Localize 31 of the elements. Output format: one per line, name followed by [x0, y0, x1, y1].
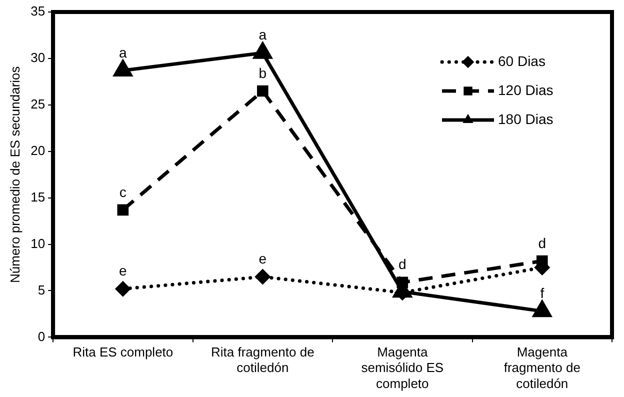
y-tick-label: 30 — [30, 50, 46, 66]
y-tick-label: 0 — [38, 328, 46, 344]
y-tick-label: 25 — [30, 96, 46, 112]
annotation: e — [258, 250, 267, 267]
x-tick-label: Magenta semisólido ES completo — [361, 344, 444, 391]
point — [114, 280, 131, 297]
point — [112, 58, 134, 77]
point — [252, 40, 274, 59]
point — [117, 204, 129, 216]
annotation: d — [538, 234, 546, 251]
annotation: e — [119, 262, 128, 279]
x-tick-label: Rita ES completo — [72, 344, 174, 360]
legend-label: 60 Dias — [498, 52, 546, 69]
x-tick-label: Rita fragmento de cotiledón — [210, 344, 314, 376]
annotation: a — [119, 44, 128, 60]
legend-label: 120 Dias — [498, 82, 554, 98]
y-tick-label: 10 — [30, 236, 46, 251]
y-tick-label: 15 — [30, 189, 46, 204]
y-tick-label: 5 — [38, 282, 46, 298]
annotation: b — [258, 64, 267, 81]
legend-label: 180 Dias — [498, 110, 554, 127]
annotation: a — [258, 26, 267, 43]
annotation: c — [119, 184, 126, 200]
y-tick-label: 35 — [30, 4, 46, 19]
y-axis-title: Número promedio de ES secundarios — [7, 66, 22, 283]
point — [254, 268, 271, 285]
point — [396, 276, 408, 288]
x-tick-label: Magenta fragmento de cotiledón — [504, 344, 580, 391]
annotation: d — [398, 256, 406, 272]
annotation: f — [540, 285, 544, 302]
y-tick-label: 20 — [30, 142, 46, 158]
